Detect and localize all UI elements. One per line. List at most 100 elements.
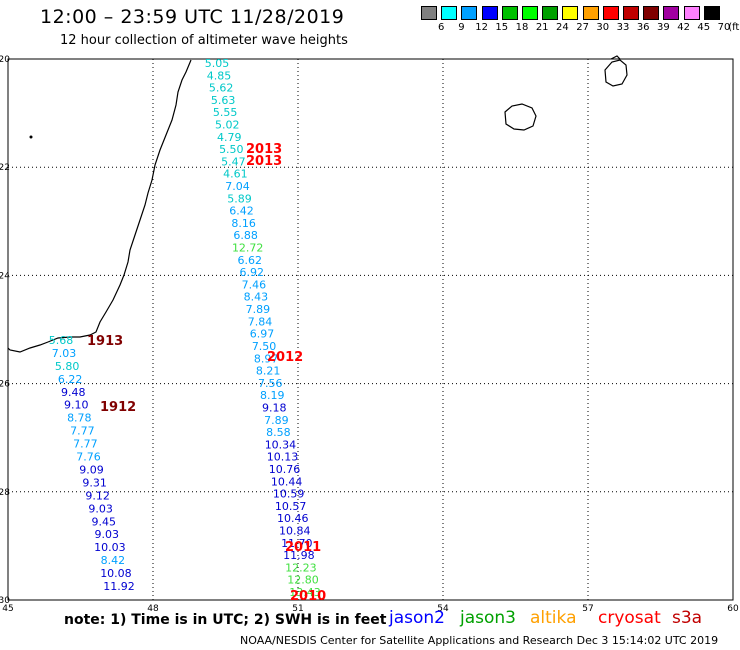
legend-label: 30 bbox=[596, 22, 610, 33]
legend-label: 70 bbox=[717, 22, 731, 33]
satellite-label: s3a bbox=[672, 608, 703, 628]
wave-height-value: 9.10 bbox=[64, 399, 89, 412]
legend-label: 15 bbox=[495, 22, 509, 33]
wave-height-value: 8.43 bbox=[244, 291, 269, 304]
legend-unit: (ft) bbox=[728, 22, 740, 33]
legend-swatch bbox=[643, 6, 660, 20]
legend-label: 9 bbox=[458, 22, 465, 33]
pass-label: 2013 bbox=[246, 142, 282, 157]
legend-label: 33 bbox=[616, 22, 630, 33]
wave-height-value: 9.09 bbox=[79, 463, 104, 476]
wave-height-value: 10.13 bbox=[267, 451, 299, 464]
legend-label: 42 bbox=[677, 22, 690, 33]
coastline bbox=[7, 55, 628, 353]
lon-tick-label: 48 bbox=[147, 604, 159, 614]
wave-height-value: 12.23 bbox=[285, 561, 317, 574]
wave-height-value: 9.03 bbox=[88, 502, 113, 515]
wave-height-value: 5.47 bbox=[221, 155, 246, 168]
legend-swatch bbox=[582, 6, 599, 20]
wave-height-value: 9.18 bbox=[262, 401, 287, 414]
lat-tick-label: -20 bbox=[0, 55, 10, 65]
legend-swatch bbox=[623, 6, 639, 20]
wave-height-value: 13.43 bbox=[289, 586, 321, 599]
wave-height-value: 8.58 bbox=[266, 426, 291, 439]
altimeter-tracks: 5.054.855.625.635.555.024.795.505.474.61… bbox=[49, 57, 321, 599]
lon-tick-label: 60 bbox=[727, 604, 739, 614]
wave-height-value: 9.31 bbox=[82, 476, 107, 489]
lon-tick-label: 54 bbox=[437, 604, 449, 614]
wave-height-value: 10.34 bbox=[265, 438, 297, 451]
wave-height-value: 5.55 bbox=[213, 106, 238, 119]
legend-label: 18 bbox=[515, 22, 529, 33]
wave-height-value: 8.19 bbox=[260, 389, 285, 402]
pass-label: 1912 bbox=[100, 400, 136, 415]
legend-swatch bbox=[663, 6, 680, 20]
wave-height-value: 12.80 bbox=[287, 574, 319, 587]
wave-height-value: 10.84 bbox=[279, 524, 311, 537]
wave-height-value: 9.03 bbox=[95, 528, 120, 541]
pass-label: 2013 bbox=[246, 154, 282, 169]
legend-swatch bbox=[522, 6, 538, 20]
legend-label: 12 bbox=[475, 22, 488, 33]
pass-label: 1913 bbox=[87, 334, 123, 349]
map-grid bbox=[7, 58, 734, 601]
wave-height-value: 5.68 bbox=[49, 334, 74, 347]
wave-height-value: 8.21 bbox=[256, 365, 281, 378]
map-title: 12:00 – 23:59 UTC 11/28/2019 bbox=[40, 6, 345, 28]
wave-height-value: 5.62 bbox=[209, 82, 234, 95]
legend-swatch bbox=[501, 6, 518, 20]
satellite-label: jason2 bbox=[389, 608, 445, 628]
wave-height-value: 7.77 bbox=[70, 425, 95, 438]
wave-height-value: 9.48 bbox=[61, 386, 86, 399]
wave-height-value: 12.72 bbox=[232, 242, 264, 255]
wave-height-value: 5.05 bbox=[205, 57, 230, 70]
lon-tick-label: 57 bbox=[582, 604, 593, 614]
mauritius-island bbox=[504, 103, 537, 131]
small-island bbox=[29, 135, 33, 139]
wave-height-value: 10.76 bbox=[269, 463, 301, 476]
pass-label: 2010 bbox=[290, 589, 326, 604]
wave-height-value: 5.63 bbox=[211, 94, 236, 107]
wave-height-value: 10.08 bbox=[100, 567, 132, 580]
madagascar-coastline bbox=[7, 59, 192, 353]
legend-label: 6 bbox=[438, 22, 445, 33]
wave-height-value: 7.56 bbox=[258, 377, 283, 390]
satellite-label: jason3 bbox=[460, 608, 516, 628]
legend-swatch bbox=[562, 6, 579, 20]
map-subtitle: 12 hour collection of altimeter wave hei… bbox=[60, 33, 348, 48]
footer-note: note: 1) Time is in UTC; 2) SWH is in fe… bbox=[64, 612, 387, 628]
wave-height-value: 7.89 bbox=[246, 303, 271, 316]
lon-tick-label: 45 bbox=[2, 604, 13, 614]
wave-height-value: 6.22 bbox=[58, 373, 83, 386]
lat-tick-label: -30 bbox=[0, 596, 10, 606]
legend-swatch bbox=[683, 6, 700, 20]
wave-height-value: 4.85 bbox=[207, 69, 232, 82]
wave-height-value: 6.42 bbox=[229, 205, 254, 218]
footer-credit: NOAA/NESDIS Center for Satellite Applica… bbox=[240, 634, 719, 647]
legend-label: 21 bbox=[535, 22, 549, 33]
legend-swatch bbox=[542, 6, 559, 20]
legend-swatch bbox=[481, 6, 498, 20]
satellite-label: cryosat bbox=[598, 608, 661, 628]
wave-height-value: 6.88 bbox=[233, 229, 258, 242]
wave-height-value: 10.03 bbox=[94, 541, 126, 554]
wave-height-value: 10.46 bbox=[277, 512, 309, 525]
wave-height-value: 11.92 bbox=[103, 580, 135, 593]
wave-height-value: 5.02 bbox=[215, 119, 240, 132]
wave-height-value: 9.45 bbox=[91, 515, 116, 528]
legend-swatch bbox=[441, 6, 458, 20]
legend-label: 27 bbox=[576, 22, 589, 33]
lat-tick-label: -22 bbox=[0, 163, 10, 173]
wave-height-value: 7.04 bbox=[225, 180, 250, 193]
legend-label: 39 bbox=[657, 22, 670, 33]
wave-height-value: 11.70 bbox=[281, 537, 313, 550]
reunion-island bbox=[604, 59, 628, 87]
wave-height-value: 8.16 bbox=[231, 217, 256, 230]
legend-label: 36 bbox=[636, 22, 650, 33]
wave-height-value: 8.97 bbox=[254, 352, 279, 365]
wave-height-value: 6.62 bbox=[237, 254, 262, 267]
wave-height-value: 11.98 bbox=[283, 549, 315, 562]
wave-height-value: 8.78 bbox=[67, 412, 92, 425]
